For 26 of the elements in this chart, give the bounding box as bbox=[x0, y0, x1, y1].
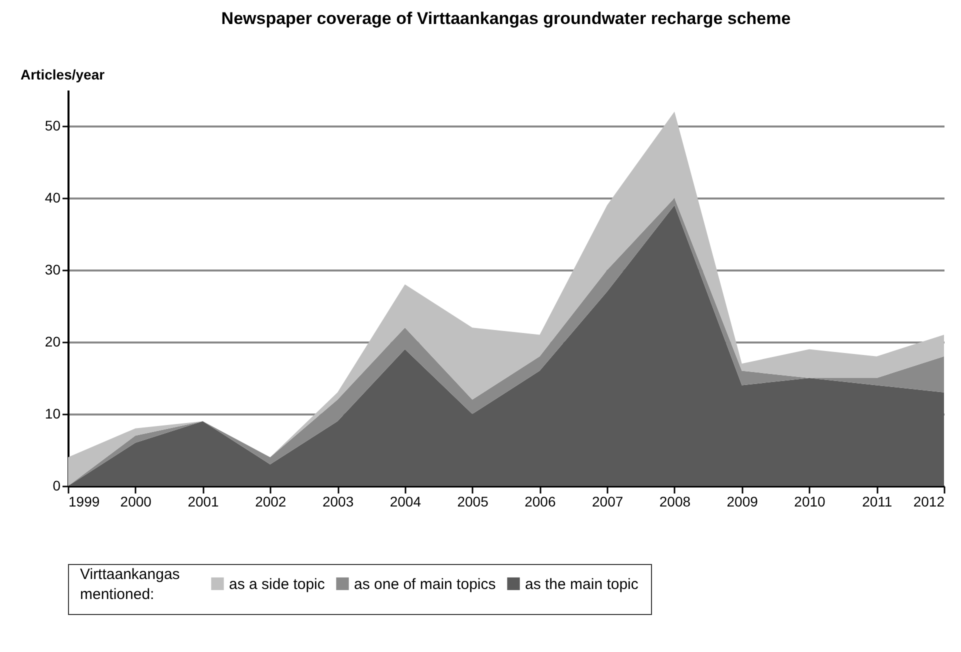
x-tick-label: 2005 bbox=[457, 494, 489, 510]
x-tick-label: 2011 bbox=[862, 494, 892, 510]
x-tick-label: 1999 bbox=[68, 494, 100, 510]
y-tick-label: 50 bbox=[44, 118, 61, 134]
y-tick-label: 10 bbox=[44, 406, 61, 422]
x-tick-label: 2002 bbox=[255, 494, 286, 510]
legend-label: as a side topic bbox=[229, 576, 326, 593]
x-tick-label: 2009 bbox=[726, 494, 758, 510]
legend-label: as the main topic bbox=[525, 576, 639, 593]
y-tick-label: 40 bbox=[44, 190, 61, 206]
x-tick-label: 2010 bbox=[794, 494, 826, 510]
y-tick-label: 0 bbox=[52, 478, 61, 494]
x-tick-label: 2007 bbox=[592, 494, 624, 510]
x-tick-label: 2008 bbox=[659, 494, 691, 510]
x-tick-label: 2012 bbox=[913, 494, 945, 510]
chart-title: Newspaper coverage of Virttaankangas groundwater recharge scheme bbox=[221, 9, 791, 28]
x-tick-label: 2004 bbox=[390, 494, 422, 510]
x-tick-label: 2006 bbox=[524, 494, 556, 510]
y-tick-label: 20 bbox=[44, 334, 61, 350]
y-tick-label: 30 bbox=[44, 262, 61, 278]
y-axis-title: Articles/year bbox=[20, 66, 106, 82]
legend-title: Virttaankangas mentioned: bbox=[80, 566, 180, 603]
x-tick-label: 2001 bbox=[188, 494, 220, 510]
x-tick-label: 2003 bbox=[322, 494, 354, 510]
legend-label: as one of main topics bbox=[354, 576, 496, 593]
x-tick-label: 2000 bbox=[120, 494, 152, 510]
